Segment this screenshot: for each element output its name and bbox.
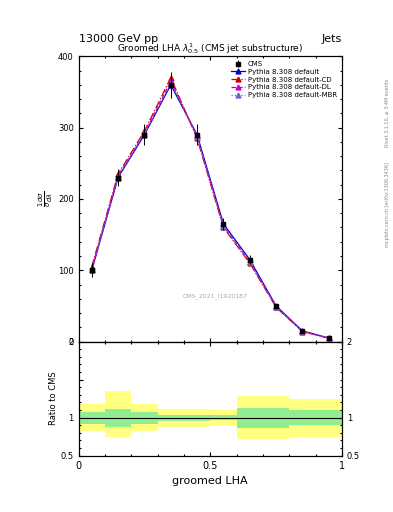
Pythia 8.308 default-DL (300, 328, 305, 334)
Pythia 8.308 default-CD (248, 260, 252, 266)
Pythia 8.308 default-CD (274, 304, 278, 310)
Pythia 8.308 default-DL (142, 130, 147, 136)
Y-axis label: Ratio to CMS: Ratio to CMS (49, 372, 58, 425)
Pythia 8.308 default-CD (195, 135, 200, 141)
Text: Rivet 3.1.10, ≥ 3.4M events: Rivet 3.1.10, ≥ 3.4M events (385, 78, 390, 147)
Y-axis label: $\frac{1}{\sigma}\frac{d\sigma}{d\lambda}$: $\frac{1}{\sigma}\frac{d\sigma}{d\lambda… (37, 191, 55, 207)
Text: 13000 GeV pp: 13000 GeV pp (79, 33, 158, 44)
Pythia 8.308 default-DL (274, 304, 278, 310)
Pythia 8.308 default-CD (90, 264, 94, 270)
Pythia 8.308 default-DL (90, 266, 94, 272)
Pythia 8.308 default-MBR (326, 335, 331, 341)
Pythia 8.308 default (116, 175, 120, 181)
Pythia 8.308 default-MBR (300, 328, 305, 334)
Pythia 8.308 default (195, 132, 200, 138)
Pythia 8.308 default (168, 82, 173, 88)
Text: mcplots.cern.ch [arXiv:1306.3436]: mcplots.cern.ch [arXiv:1306.3436] (385, 162, 390, 247)
Pythia 8.308 default (274, 303, 278, 309)
X-axis label: groomed LHA: groomed LHA (173, 476, 248, 486)
Line: Pythia 8.308 default: Pythia 8.308 default (89, 82, 331, 340)
Pythia 8.308 default-MBR (195, 134, 200, 140)
Pythia 8.308 default-CD (142, 128, 147, 134)
Pythia 8.308 default (248, 257, 252, 263)
Pythia 8.308 default-MBR (248, 260, 252, 266)
Line: Pythia 8.308 default-MBR: Pythia 8.308 default-MBR (89, 81, 331, 340)
Title: Groomed LHA $\lambda^{1}_{0.5}$ (CMS jet substructure): Groomed LHA $\lambda^{1}_{0.5}$ (CMS jet… (117, 41, 303, 56)
Line: Pythia 8.308 default-DL: Pythia 8.308 default-DL (89, 79, 331, 340)
Pythia 8.308 default-CD (168, 75, 173, 81)
Pythia 8.308 default-DL (195, 133, 200, 139)
Pythia 8.308 default-MBR (116, 174, 120, 180)
Pythia 8.308 default-MBR (168, 80, 173, 87)
Pythia 8.308 default-MBR (274, 304, 278, 310)
Pythia 8.308 default-CD (116, 171, 120, 177)
Pythia 8.308 default-MBR (221, 224, 226, 230)
Pythia 8.308 default-DL (221, 223, 226, 229)
Pythia 8.308 default-CD (326, 335, 331, 341)
Legend: CMS, Pythia 8.308 default, Pythia 8.308 default-CD, Pythia 8.308 default-DL, Pyt: CMS, Pythia 8.308 default, Pythia 8.308 … (230, 60, 338, 99)
Pythia 8.308 default (300, 328, 305, 334)
Text: CMS_2021_I1920187: CMS_2021_I1920187 (183, 293, 248, 299)
Pythia 8.308 default-DL (116, 173, 120, 179)
Pythia 8.308 default (142, 132, 147, 138)
Text: Jets: Jets (321, 33, 342, 44)
Pythia 8.308 default-CD (221, 224, 226, 230)
Pythia 8.308 default-CD (300, 329, 305, 335)
Pythia 8.308 default-MBR (142, 131, 147, 137)
Line: Pythia 8.308 default-CD: Pythia 8.308 default-CD (89, 75, 331, 340)
Pythia 8.308 default (90, 267, 94, 273)
Pythia 8.308 default-MBR (90, 266, 94, 272)
Pythia 8.308 default (326, 335, 331, 341)
Pythia 8.308 default-DL (248, 259, 252, 265)
Pythia 8.308 default (221, 221, 226, 227)
Pythia 8.308 default-DL (326, 335, 331, 341)
Pythia 8.308 default-DL (168, 78, 173, 84)
